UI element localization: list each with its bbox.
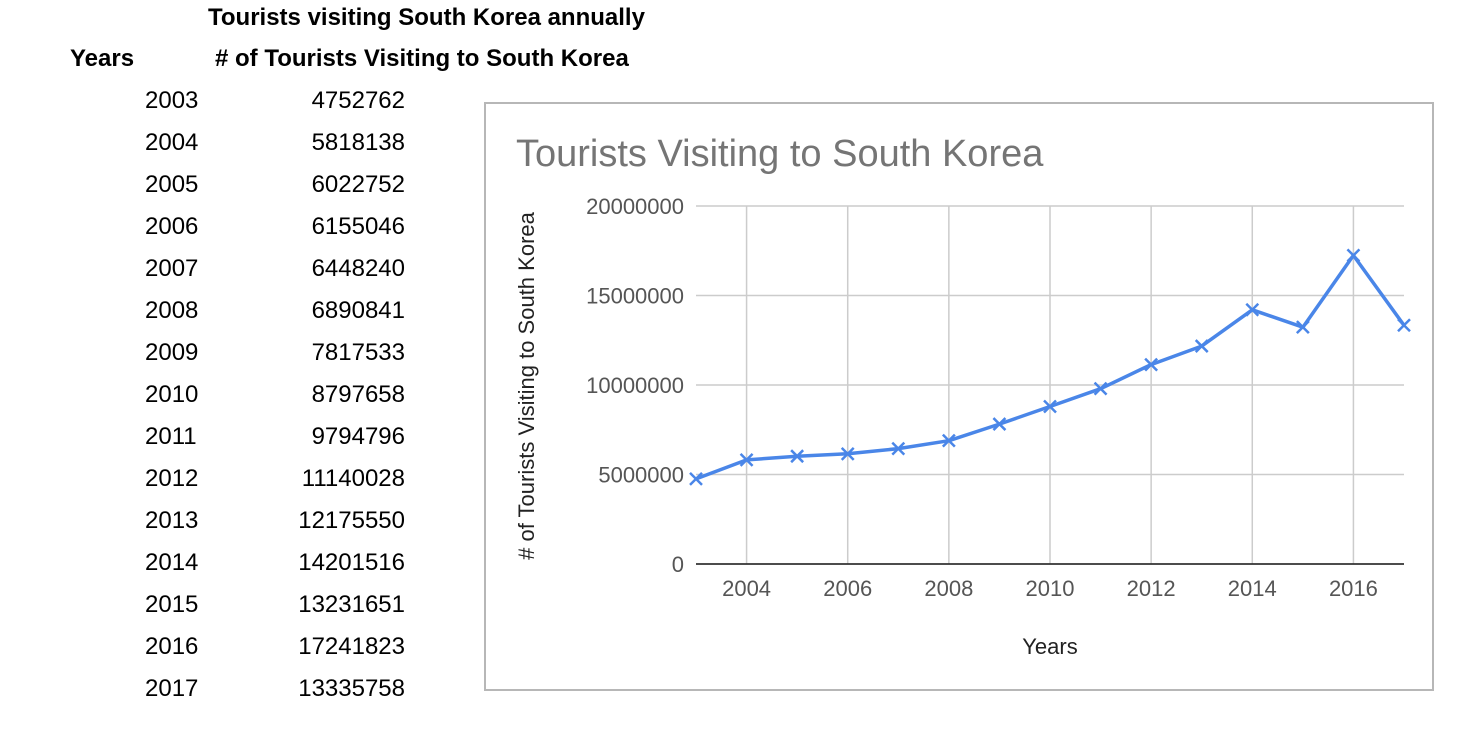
x-tick-label: 2004	[722, 576, 771, 601]
table-row: 2005 6022752	[0, 164, 460, 206]
data-point	[1194, 339, 1209, 353]
data-point	[1043, 399, 1057, 414]
x-tick-label: 2010	[1026, 576, 1075, 601]
year-cell[interactable]: 2014	[145, 549, 199, 576]
sheet-title: Tourists visiting South Korea annually	[208, 4, 645, 31]
tourists-cell[interactable]: 14201516	[298, 549, 405, 576]
point-marker-stroke	[1194, 339, 1209, 353]
tourists-cell[interactable]: 11140028	[301, 465, 405, 492]
column-header-years: Years	[70, 45, 135, 72]
point-marker-stroke	[1144, 357, 1159, 372]
x-tick-label: 2008	[924, 576, 973, 601]
data-point	[941, 433, 956, 448]
year-cell[interactable]: 2005	[145, 171, 199, 198]
grid	[696, 205, 1404, 564]
table-row: 2012 11140028	[0, 458, 460, 500]
table-row: 2013 12175550	[0, 500, 460, 542]
data-point	[1397, 318, 1411, 333]
point-marker-stroke	[891, 441, 906, 456]
table-row: 2010 8797658	[0, 374, 460, 416]
x-tick-label: 2012	[1127, 576, 1176, 601]
year-cell[interactable]: 2010	[145, 381, 199, 408]
data-point	[689, 472, 703, 486]
x-tick-label: 2006	[823, 576, 872, 601]
point-marker-stroke	[1245, 302, 1260, 317]
table-row: 2016 17241823	[0, 626, 460, 668]
table-row: 2015 13231651	[0, 584, 460, 626]
year-cell[interactable]: 2008	[145, 297, 199, 324]
data-point	[739, 452, 754, 467]
table-row: 2014 14201516	[0, 542, 460, 584]
tourists-cell[interactable]: 9794796	[311, 423, 405, 450]
data-point	[1144, 357, 1159, 372]
year-cell[interactable]: 2007	[145, 255, 199, 282]
table-row: 2011 9794796	[0, 416, 460, 458]
tourists-cell[interactable]: 5818138	[311, 129, 405, 156]
point-marker-stroke	[790, 449, 805, 464]
x-tick-label: 2016	[1329, 576, 1378, 601]
series	[689, 248, 1411, 486]
x-tick-label: 2014	[1228, 576, 1277, 601]
tourists-cell[interactable]: 6448240	[311, 255, 405, 282]
table-row: 2017 13335758	[0, 668, 460, 710]
data-point	[1295, 320, 1310, 335]
year-cell[interactable]: 2003	[145, 87, 199, 114]
year-cell[interactable]: 2017	[145, 675, 199, 702]
point-marker-stroke	[1295, 320, 1310, 335]
table-row: 2006 6155046	[0, 206, 460, 248]
point-marker-stroke	[941, 433, 956, 448]
data-point	[992, 417, 1007, 431]
chart-title: Tourists Visiting to South Korea	[516, 133, 1044, 175]
tourists-cell[interactable]: 8797658	[311, 381, 405, 408]
data-point	[1346, 248, 1361, 263]
column-header-tourists: # of Tourists Visiting to South Korea	[215, 45, 629, 72]
tourists-cell[interactable]: 13231651	[298, 591, 405, 618]
year-cell[interactable]: 2009	[145, 339, 199, 366]
axes: 0 5000000 10000000 15000000 20000000 2004 2006…	[586, 194, 1404, 601]
year-cell[interactable]: 2004	[145, 129, 199, 156]
y-axis-title: # of Tourists Visiting to South Korea	[514, 211, 539, 559]
table-row: 2008 6890841	[0, 290, 460, 332]
tourists-cell[interactable]: 6022752	[311, 171, 405, 198]
point-marker-stroke	[1093, 381, 1108, 396]
point-marker-stroke	[689, 472, 703, 486]
table-row: 2003 4752762	[0, 80, 460, 122]
data-point	[790, 449, 805, 464]
point-marker-stroke	[1346, 248, 1361, 263]
data-point	[1093, 381, 1108, 396]
line-chart: Tourists Visiting to South Korea 0 500000…	[514, 133, 1411, 659]
tourists-cell[interactable]: 7817533	[311, 339, 405, 366]
year-cell[interactable]: 2006	[145, 213, 199, 240]
y-tick-label: 10000000	[586, 373, 684, 398]
tourists-cell[interactable]: 6890841	[311, 297, 405, 324]
tourists-cell[interactable]: 4752762	[311, 87, 405, 114]
point-marker-stroke	[1043, 399, 1057, 414]
point-marker-stroke	[840, 446, 855, 461]
year-cell[interactable]: 2011	[145, 423, 197, 450]
data-point	[840, 446, 855, 461]
year-cell[interactable]: 2013	[145, 507, 199, 534]
y-tick-label: 0	[672, 552, 684, 577]
year-cell[interactable]: 2015	[145, 591, 199, 618]
embedded-chart[interactable]: Tourists Visiting to South Korea 0 500000…	[484, 102, 1434, 691]
data-point	[891, 441, 906, 456]
point-marker-stroke	[1397, 318, 1411, 333]
table-row: 2004 5818138	[0, 122, 460, 164]
y-tick-label: 5000000	[598, 463, 684, 488]
tourists-cell[interactable]: 6155046	[311, 213, 405, 240]
data-point	[1245, 302, 1260, 317]
tourists-cell[interactable]: 12175550	[298, 507, 405, 534]
tourists-cell[interactable]: 13335758	[298, 675, 405, 702]
year-cell[interactable]: 2012	[145, 465, 199, 492]
tourists-cell[interactable]: 17241823	[298, 633, 405, 660]
y-tick-label: 15000000	[586, 284, 684, 309]
x-axis-title: Years	[1022, 634, 1077, 659]
point-marker-stroke	[739, 452, 754, 467]
y-tick-label: 20000000	[586, 194, 684, 219]
year-cell[interactable]: 2016	[145, 633, 199, 660]
point-marker-stroke	[992, 417, 1007, 431]
table-row: 2007 6448240	[0, 248, 460, 290]
table-row: 2009 7817533	[0, 332, 460, 374]
